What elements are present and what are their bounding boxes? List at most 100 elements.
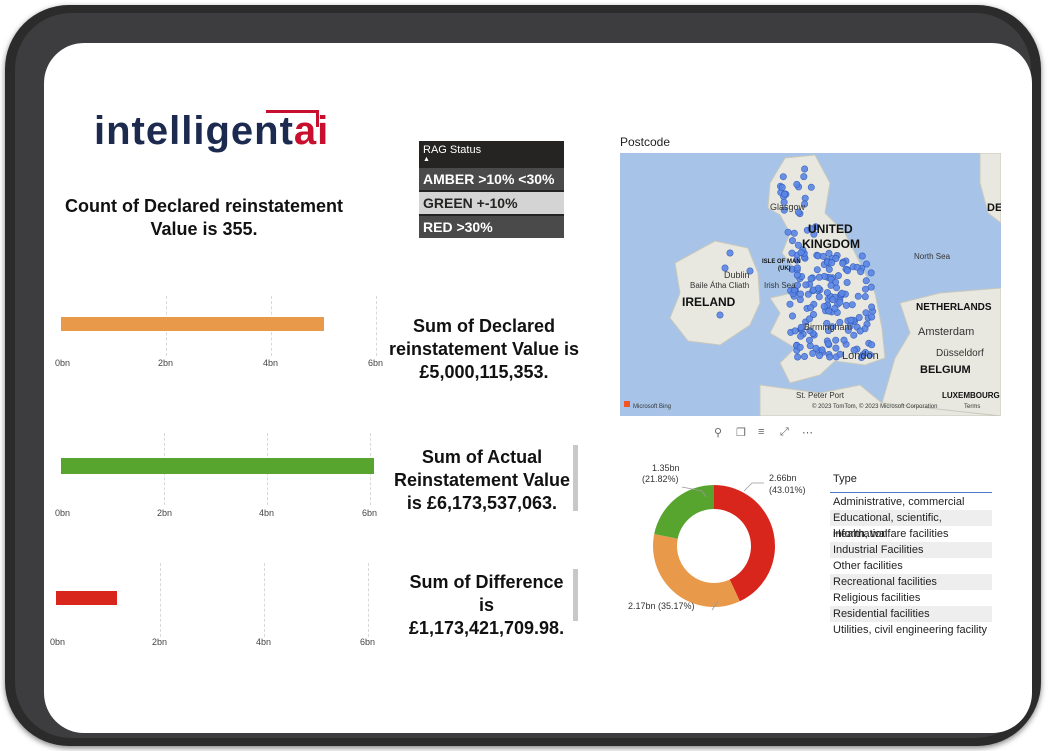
postcode-point[interactable]: [857, 268, 865, 276]
postcode-point[interactable]: [807, 275, 815, 283]
postcode-point[interactable]: [780, 206, 788, 214]
filter-icon[interactable]: ≡: [758, 426, 765, 438]
postcode-point[interactable]: [804, 290, 812, 298]
postcode-point[interactable]: [842, 301, 850, 309]
postcode-point[interactable]: [794, 208, 802, 216]
postcode-point[interactable]: [778, 183, 786, 191]
postcode-point[interactable]: [868, 303, 876, 311]
type-legend-item[interactable]: Recreational facilities: [830, 574, 992, 590]
postcode-point[interactable]: [806, 315, 814, 323]
postcode-point[interactable]: [813, 266, 821, 274]
postcode-point[interactable]: [856, 327, 864, 335]
postcode-point[interactable]: [836, 298, 844, 306]
rag-item-red[interactable]: RED >30%: [419, 216, 564, 238]
postcode-point[interactable]: [797, 249, 805, 257]
postcode-point[interactable]: [863, 260, 871, 268]
copy-icon[interactable]: ❐: [736, 427, 746, 439]
postcode-point[interactable]: [844, 267, 852, 275]
postcode-point[interactable]: [794, 353, 802, 361]
postcode-point[interactable]: [840, 336, 848, 344]
postcode-point[interactable]: [797, 290, 805, 298]
postcode-point[interactable]: [818, 346, 826, 354]
postcode-point[interactable]: [716, 311, 724, 319]
postcode-point[interactable]: [868, 341, 876, 349]
postcode-point[interactable]: [832, 255, 840, 263]
postcode-point[interactable]: [789, 312, 797, 320]
pin-icon[interactable]: ⚲: [714, 427, 723, 439]
postcode-point[interactable]: [793, 264, 801, 272]
postcode-point[interactable]: [779, 173, 787, 181]
postcode-point[interactable]: [809, 349, 817, 357]
postcode-point[interactable]: [800, 173, 808, 181]
donut-slice-red[interactable]: [714, 485, 775, 602]
postcode-point[interactable]: [827, 281, 835, 289]
postcode-point[interactable]: [815, 273, 823, 281]
postcode-point[interactable]: [836, 318, 844, 326]
postcode-point[interactable]: [816, 352, 824, 360]
postcode-point[interactable]: [797, 323, 805, 331]
postcode-point[interactable]: [832, 344, 840, 352]
postcode-point[interactable]: [826, 353, 834, 361]
postcode-point[interactable]: [810, 311, 818, 319]
postcode-point[interactable]: [793, 180, 801, 188]
postcode-point[interactable]: [807, 304, 815, 312]
postcode-point[interactable]: [794, 241, 802, 249]
postcode-point[interactable]: [868, 313, 876, 321]
postcode-point[interactable]: [839, 259, 847, 267]
postcode-point[interactable]: [861, 349, 869, 357]
postcode-point[interactable]: [828, 259, 836, 267]
postcode-point[interactable]: [831, 304, 839, 312]
postcode-point[interactable]: [825, 265, 833, 273]
postcode-point[interactable]: [746, 267, 754, 275]
postcode-point[interactable]: [819, 252, 827, 260]
postcode-point[interactable]: [836, 350, 844, 358]
postcode-point[interactable]: [802, 281, 810, 289]
postcode-point[interactable]: [788, 249, 796, 257]
postcode-point[interactable]: [858, 354, 866, 362]
postcode-point[interactable]: [832, 336, 840, 344]
postcode-point[interactable]: [858, 252, 866, 260]
postcode-point[interactable]: [780, 198, 788, 206]
postcode-point[interactable]: [781, 190, 789, 198]
postcode-point[interactable]: [815, 293, 823, 301]
postcode-point[interactable]: [820, 303, 828, 311]
postcode-point[interactable]: [862, 285, 870, 293]
more-options-icon[interactable]: ⋯: [802, 427, 813, 439]
postcode-point[interactable]: [801, 353, 809, 361]
rag-item-amber[interactable]: AMBER >10% <30%: [419, 168, 564, 190]
type-legend-item[interactable]: Administrative, commercial: [833, 496, 965, 508]
postcode-point[interactable]: [838, 289, 846, 297]
postcode-point[interactable]: [806, 327, 814, 335]
postcode-point[interactable]: [790, 229, 798, 237]
postcode-point[interactable]: [855, 314, 863, 322]
postcode-point[interactable]: [812, 344, 820, 352]
postcode-point[interactable]: [814, 284, 822, 292]
postcode-point[interactable]: [801, 165, 809, 173]
postcode-point[interactable]: [847, 316, 855, 324]
postcode-point[interactable]: [854, 292, 862, 300]
postcode-point[interactable]: [793, 271, 801, 279]
focus-mode-icon[interactable]: ⤢: [780, 426, 789, 438]
postcode-point[interactable]: [824, 340, 832, 348]
postcode-point[interactable]: [843, 279, 851, 287]
postcode-map[interactable]: UNITED KINGDOM IRELAND NETHERLANDS BELGI…: [620, 153, 1001, 416]
postcode-point[interactable]: [784, 228, 792, 236]
type-legend-item[interactable]: Other facilities: [833, 560, 903, 572]
postcode-point[interactable]: [823, 319, 831, 327]
postcode-point[interactable]: [789, 237, 797, 245]
postcode-point[interactable]: [867, 269, 875, 277]
postcode-point[interactable]: [806, 336, 814, 344]
postcode-point[interactable]: [721, 264, 729, 272]
postcode-point[interactable]: [726, 249, 734, 257]
postcode-point[interactable]: [825, 307, 833, 315]
postcode-point[interactable]: [850, 331, 858, 339]
postcode-point[interactable]: [790, 286, 798, 294]
postcode-point[interactable]: [807, 225, 815, 233]
postcode-point[interactable]: [829, 296, 837, 304]
type-legend-item[interactable]: Residential facilities: [830, 606, 992, 622]
postcode-point[interactable]: [791, 327, 799, 335]
postcode-point[interactable]: [834, 272, 842, 280]
postcode-point[interactable]: [828, 323, 836, 331]
donut-slice-amber[interactable]: [653, 533, 740, 607]
donut-slice-green[interactable]: [654, 485, 714, 539]
